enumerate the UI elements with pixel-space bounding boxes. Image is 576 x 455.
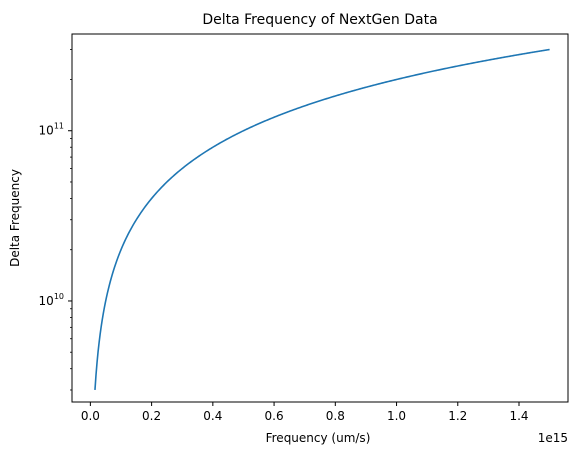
x-tick-label: 0.2 <box>142 409 161 423</box>
y-tick-label: 1011 <box>39 122 64 138</box>
x-axis-ticks: 0.0 0.2 0.4 0.6 0.8 1.0 1.2 1.4 <box>81 402 529 423</box>
x-tick-label: 0.4 <box>203 409 222 423</box>
x-tick-label: 0.8 <box>326 409 345 423</box>
x-axis-label: Frequency (um/s) <box>266 431 371 445</box>
plot-area <box>72 34 568 402</box>
x-axis-offset-label: 1e15 <box>538 431 568 445</box>
y-axis-label: Delta Frequency <box>8 169 22 267</box>
y-axis-ticks: 1010 1011 <box>39 122 72 308</box>
x-tick-label: 0.0 <box>81 409 100 423</box>
x-tick-label: 1.2 <box>448 409 467 423</box>
chart-title: Delta Frequency of NextGen Data <box>202 12 437 28</box>
y-tick-label: 1010 <box>39 292 64 308</box>
x-tick-label: 0.6 <box>265 409 284 423</box>
x-tick-label: 1.0 <box>387 409 406 423</box>
x-tick-label: 1.4 <box>509 409 528 423</box>
